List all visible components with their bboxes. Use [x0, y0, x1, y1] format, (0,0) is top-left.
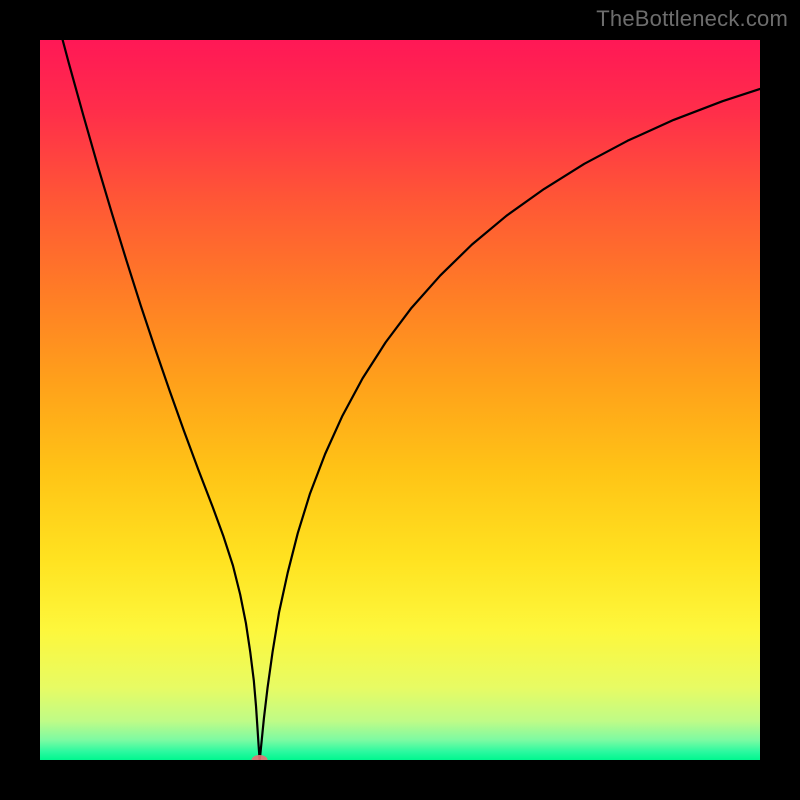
watermark-text: TheBottleneck.com	[596, 6, 788, 32]
plot-area	[40, 40, 760, 760]
chart-frame: TheBottleneck.com	[0, 0, 800, 800]
gradient-background	[40, 40, 760, 760]
bottleneck-chart-svg	[40, 40, 760, 760]
